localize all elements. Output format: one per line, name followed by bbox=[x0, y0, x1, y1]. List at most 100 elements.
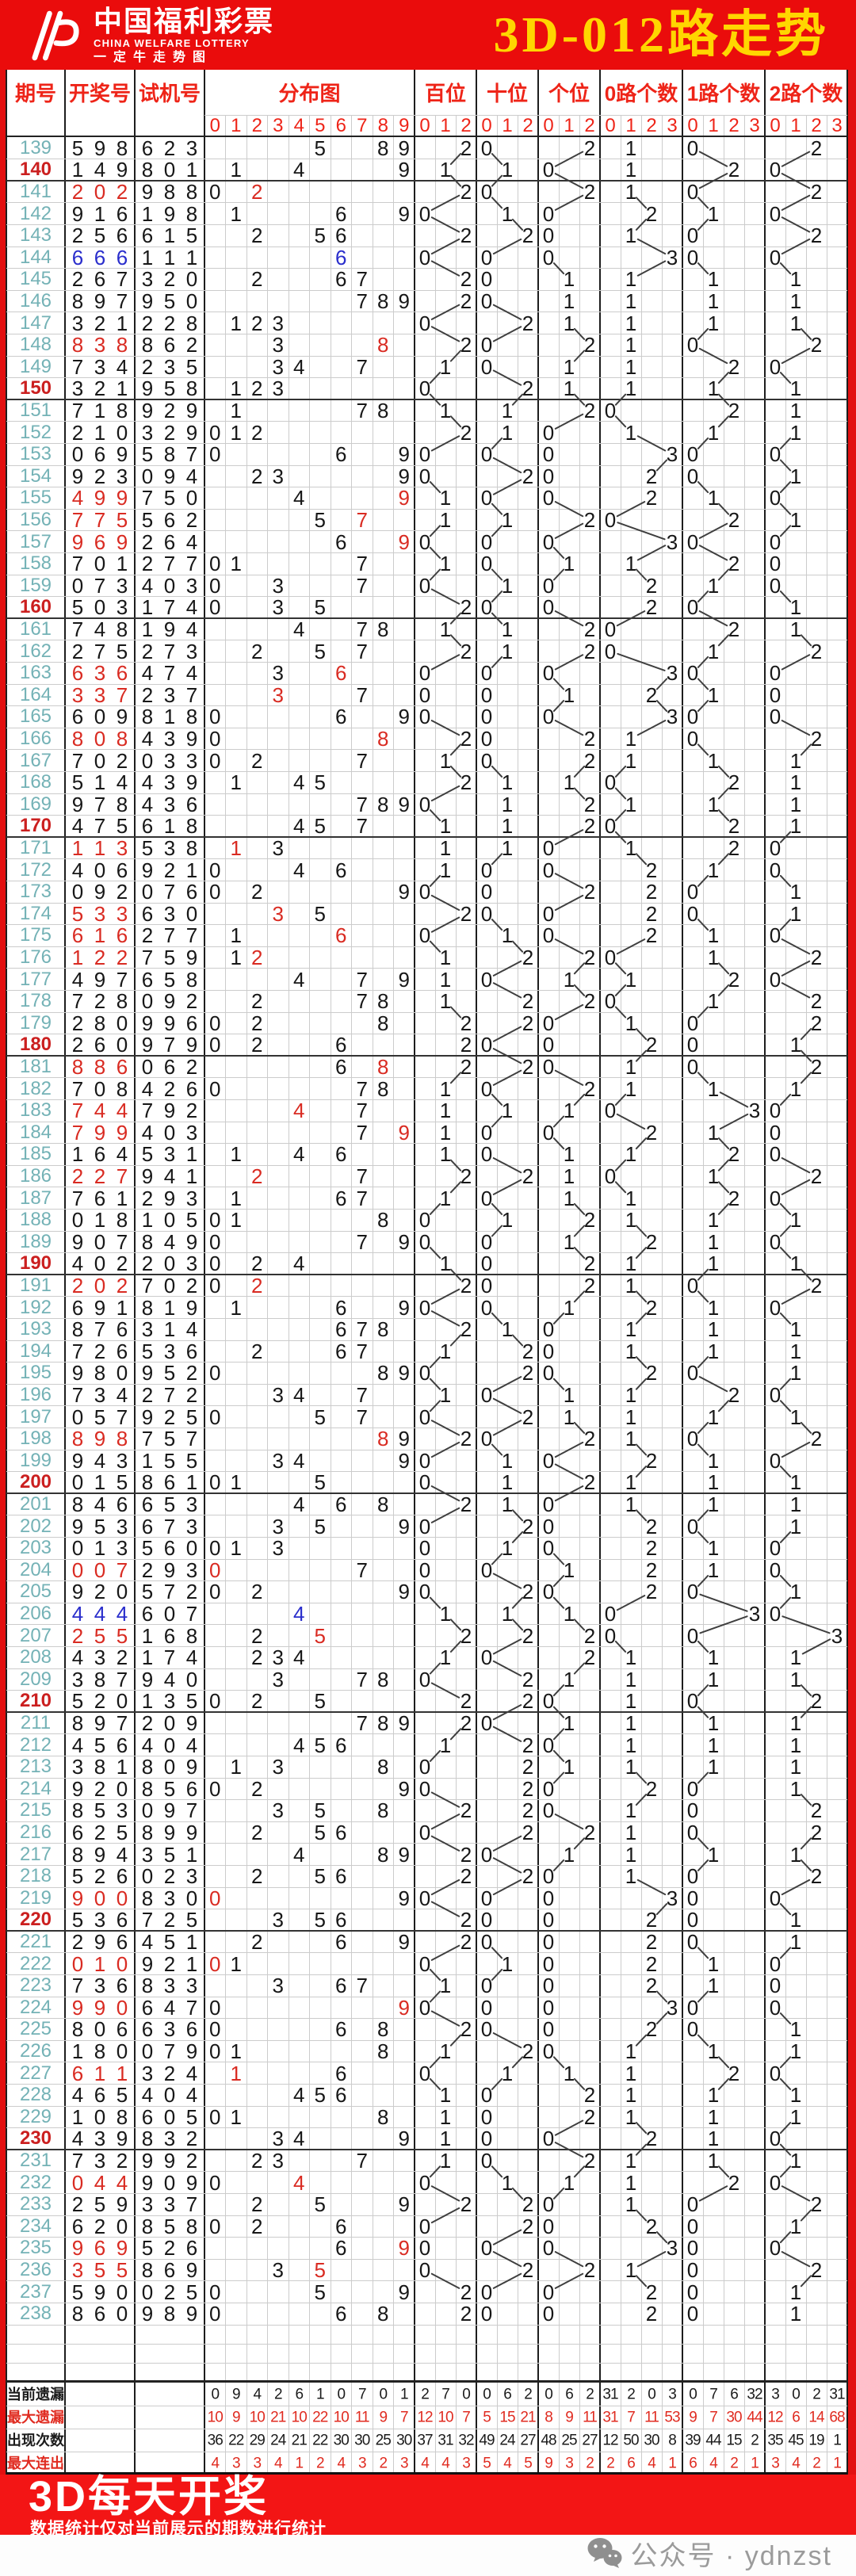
win-digit: 8 bbox=[117, 728, 128, 749]
road-digit: 0 bbox=[543, 532, 554, 552]
dist-digit: 4 bbox=[293, 816, 304, 836]
test-digit: 6 bbox=[142, 225, 153, 246]
road-count-digit: 1 bbox=[790, 2150, 801, 2171]
grid-line-v bbox=[846, 70, 848, 2475]
road-count-digit: 0 bbox=[687, 706, 698, 727]
road-digit: 0 bbox=[481, 969, 492, 990]
road-count-digit: 1 bbox=[790, 2085, 801, 2105]
grid-line-h bbox=[6, 2237, 847, 2238]
grid-line-v bbox=[204, 70, 205, 2475]
dist-digit: 9 bbox=[399, 794, 410, 815]
road-count-digit: 1 bbox=[625, 291, 636, 311]
grid-line-h bbox=[6, 1296, 847, 1298]
road-digit: 2 bbox=[522, 1341, 533, 1362]
road-count-digit: 1 bbox=[790, 1756, 801, 1777]
win-digit: 0 bbox=[72, 1407, 83, 1428]
road-digit: 1 bbox=[440, 969, 451, 990]
dist-digit: 0 bbox=[209, 1888, 220, 1909]
road-count-digit: 1 bbox=[625, 1341, 636, 1362]
road-digit: 2 bbox=[460, 1319, 472, 1340]
road-digit: 1 bbox=[440, 1122, 451, 1143]
period-cell: 231 bbox=[20, 2150, 52, 2170]
period-cell: 222 bbox=[20, 1954, 52, 1974]
test-digit: 3 bbox=[142, 2063, 153, 2084]
dist-digit: 5 bbox=[315, 1909, 326, 1930]
sub-header-digit: 2 bbox=[522, 117, 533, 136]
period-cell: 190 bbox=[20, 1254, 52, 1273]
dist-digit: 0 bbox=[209, 1275, 220, 1296]
win-digit: 4 bbox=[72, 2085, 83, 2105]
road-digit: 0 bbox=[419, 2260, 430, 2280]
test-digit: 6 bbox=[142, 816, 153, 836]
win-digit: 0 bbox=[94, 1079, 105, 1099]
road-digit: 0 bbox=[543, 1932, 554, 1952]
grid-line-h bbox=[6, 1471, 847, 1473]
period-cell: 149 bbox=[20, 357, 52, 376]
grid-line-h bbox=[6, 202, 847, 204]
dist-digit: 2 bbox=[251, 466, 262, 487]
period-cell: 207 bbox=[20, 1626, 52, 1645]
grid-line-h bbox=[6, 2363, 847, 2364]
road-digit: 1 bbox=[564, 1385, 575, 1405]
table-row: 162 2 7 5 2 7 3 2 5 7 2 1 2 0 1 2 bbox=[0, 640, 856, 663]
dist-digit: 9 bbox=[399, 138, 410, 159]
table-row: 165 6 0 9 8 1 8 0 6 9 0 0 0 3 0 0 bbox=[0, 706, 856, 728]
road-digit: 2 bbox=[522, 1581, 533, 1602]
test-digit: 9 bbox=[186, 1756, 197, 1777]
dist-digit: 2 bbox=[251, 225, 262, 246]
test-digit: 1 bbox=[164, 1298, 175, 1318]
road-digit: 1 bbox=[440, 2107, 451, 2127]
road-digit: 0 bbox=[481, 532, 492, 552]
test-digit: 6 bbox=[186, 1341, 197, 1362]
dist-digit: 2 bbox=[251, 991, 262, 1011]
grid-line-h bbox=[6, 989, 847, 991]
grid-line-h bbox=[6, 421, 847, 422]
dist-digit: 0 bbox=[209, 444, 220, 464]
dist-digit: 5 bbox=[315, 2194, 326, 2215]
win-digit: 3 bbox=[72, 2260, 83, 2280]
sub-header-digit: 1 bbox=[708, 117, 718, 136]
road-count-digit: 1 bbox=[708, 1232, 719, 1252]
period-cell: 185 bbox=[20, 1145, 52, 1164]
road-digit: 2 bbox=[584, 641, 595, 662]
test-digit: 9 bbox=[142, 1954, 153, 1974]
stats-value: 44 bbox=[705, 2433, 721, 2448]
sub-header-digit: 0 bbox=[210, 117, 220, 136]
dist-digit: 4 bbox=[293, 969, 304, 990]
period-cell: 175 bbox=[20, 926, 52, 945]
road-digit: 0 bbox=[419, 1450, 430, 1471]
win-digit: 5 bbox=[72, 1909, 83, 1930]
dist-digit: 0 bbox=[209, 1538, 220, 1558]
road-digit: 2 bbox=[522, 1735, 533, 1756]
table-row: 164 3 3 7 2 3 7 3 7 0 0 1 2 1 0 bbox=[0, 684, 856, 706]
road-digit: 0 bbox=[481, 553, 492, 574]
win-digit: 5 bbox=[94, 1735, 105, 1756]
test-digit: 1 bbox=[186, 1144, 197, 1164]
test-digit: 9 bbox=[142, 1013, 153, 1034]
road-digit: 0 bbox=[543, 1954, 554, 1974]
test-digit: 2 bbox=[142, 553, 153, 574]
win-digit: 3 bbox=[94, 685, 105, 705]
test-digit: 9 bbox=[164, 1188, 175, 1209]
road-count-digit: 2 bbox=[728, 816, 739, 836]
test-digit: 2 bbox=[164, 313, 175, 334]
period-cell: 139 bbox=[20, 138, 52, 158]
test-digit: 5 bbox=[186, 1210, 197, 1230]
road-digit: 0 bbox=[481, 751, 492, 771]
road-digit: 0 bbox=[481, 1560, 492, 1580]
win-digit: 7 bbox=[117, 1407, 128, 1428]
sub-header-digit: 1 bbox=[440, 117, 450, 136]
dist-digit: 9 bbox=[399, 444, 410, 464]
dist-digit: 0 bbox=[209, 553, 220, 574]
road-count-digit: 1 bbox=[790, 1909, 801, 1930]
road-digit: 2 bbox=[522, 1057, 533, 1077]
win-digit: 8 bbox=[117, 619, 128, 640]
road-digit: 1 bbox=[502, 838, 513, 858]
road-digit: 2 bbox=[460, 2303, 472, 2324]
test-digit: 7 bbox=[186, 1997, 197, 2018]
road-count-digit: 0 bbox=[687, 1997, 698, 2018]
road-digit: 1 bbox=[440, 510, 451, 530]
table-row: 204 0 0 7 2 9 3 0 7 0 0 1 2 1 0 bbox=[0, 1559, 856, 1581]
road-digit: 1 bbox=[564, 685, 575, 705]
